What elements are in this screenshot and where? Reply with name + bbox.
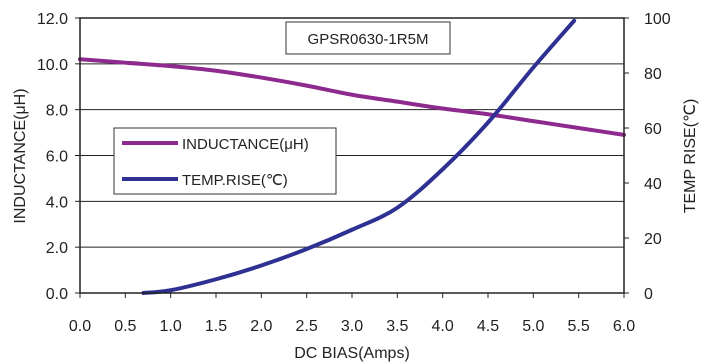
x-tick-label: 1.5 bbox=[205, 318, 227, 335]
x-tick-label: 0.5 bbox=[114, 318, 136, 335]
legend-box bbox=[113, 127, 337, 195]
x-tick-label: 6.0 bbox=[613, 318, 635, 335]
y-left-tick-label: 8.0 bbox=[46, 103, 68, 120]
x-tick-labels: 0.0 0.5 1.0 1.5 2.0 2.5 3.0 3.5 4.0 4.5 5.0 5.5 6.0 bbox=[69, 293, 635, 335]
x-tick-label: 2.0 bbox=[250, 318, 272, 335]
y-right-tick-label: 20 bbox=[644, 231, 662, 248]
chart-title: GPSR0630-1R5M bbox=[308, 31, 429, 48]
x-tick-label: 5.5 bbox=[568, 318, 590, 335]
series-line-inductance bbox=[78, 57, 626, 137]
y-right-tick-label: 40 bbox=[644, 176, 662, 193]
y-left-tick-label: 4.0 bbox=[46, 194, 68, 211]
x-tick-label: 1.0 bbox=[160, 318, 182, 335]
x-tick-label: 3.5 bbox=[386, 318, 408, 335]
x-tick-label: 3.0 bbox=[341, 318, 363, 335]
y-left-tick-label: 12.0 bbox=[37, 11, 68, 28]
x-tick-label: 0.0 bbox=[69, 318, 91, 335]
y-left-tick-label: 2.0 bbox=[46, 240, 68, 257]
y-left-axis-title: INDUCTANCE(μH) bbox=[12, 88, 29, 223]
y-right-axis-title: TEMP RISE(℃) bbox=[682, 99, 699, 214]
y-left-tick-label: 0.0 bbox=[46, 286, 68, 303]
chart-title-box: GPSR0630-1R5M bbox=[285, 21, 451, 55]
x-axis-title: DC BIAS(Amps) bbox=[294, 345, 410, 362]
y-left-tick-labels: 0.0 2.0 4.0 6.0 8.0 10.0 12.0 bbox=[37, 11, 80, 303]
y-right-tick-labels: 0 20 40 60 80 100 bbox=[624, 11, 671, 303]
legend: INDUCTANCE(μH) TEMP.RISE(℃) bbox=[113, 127, 337, 195]
x-tick-label: 4.0 bbox=[432, 318, 454, 335]
y-left-tick-label: 6.0 bbox=[46, 149, 68, 166]
series-line-temp-rise bbox=[141, 18, 577, 295]
y-left-tick-label: 10.0 bbox=[37, 57, 68, 74]
y-right-tick-label: 100 bbox=[644, 11, 671, 28]
legend-label-temp-rise: TEMP.RISE(℃) bbox=[182, 172, 288, 189]
legend-label-inductance: INDUCTANCE(μH) bbox=[182, 136, 309, 153]
series-layer bbox=[78, 18, 626, 295]
x-tick-label: 5.0 bbox=[522, 318, 544, 335]
x-tick-label: 4.5 bbox=[477, 318, 499, 335]
y-right-tick-label: 80 bbox=[644, 66, 662, 83]
x-tick-label: 2.5 bbox=[296, 318, 318, 335]
y-right-tick-label: 0 bbox=[644, 286, 653, 303]
y-right-tick-label: 60 bbox=[644, 121, 662, 138]
